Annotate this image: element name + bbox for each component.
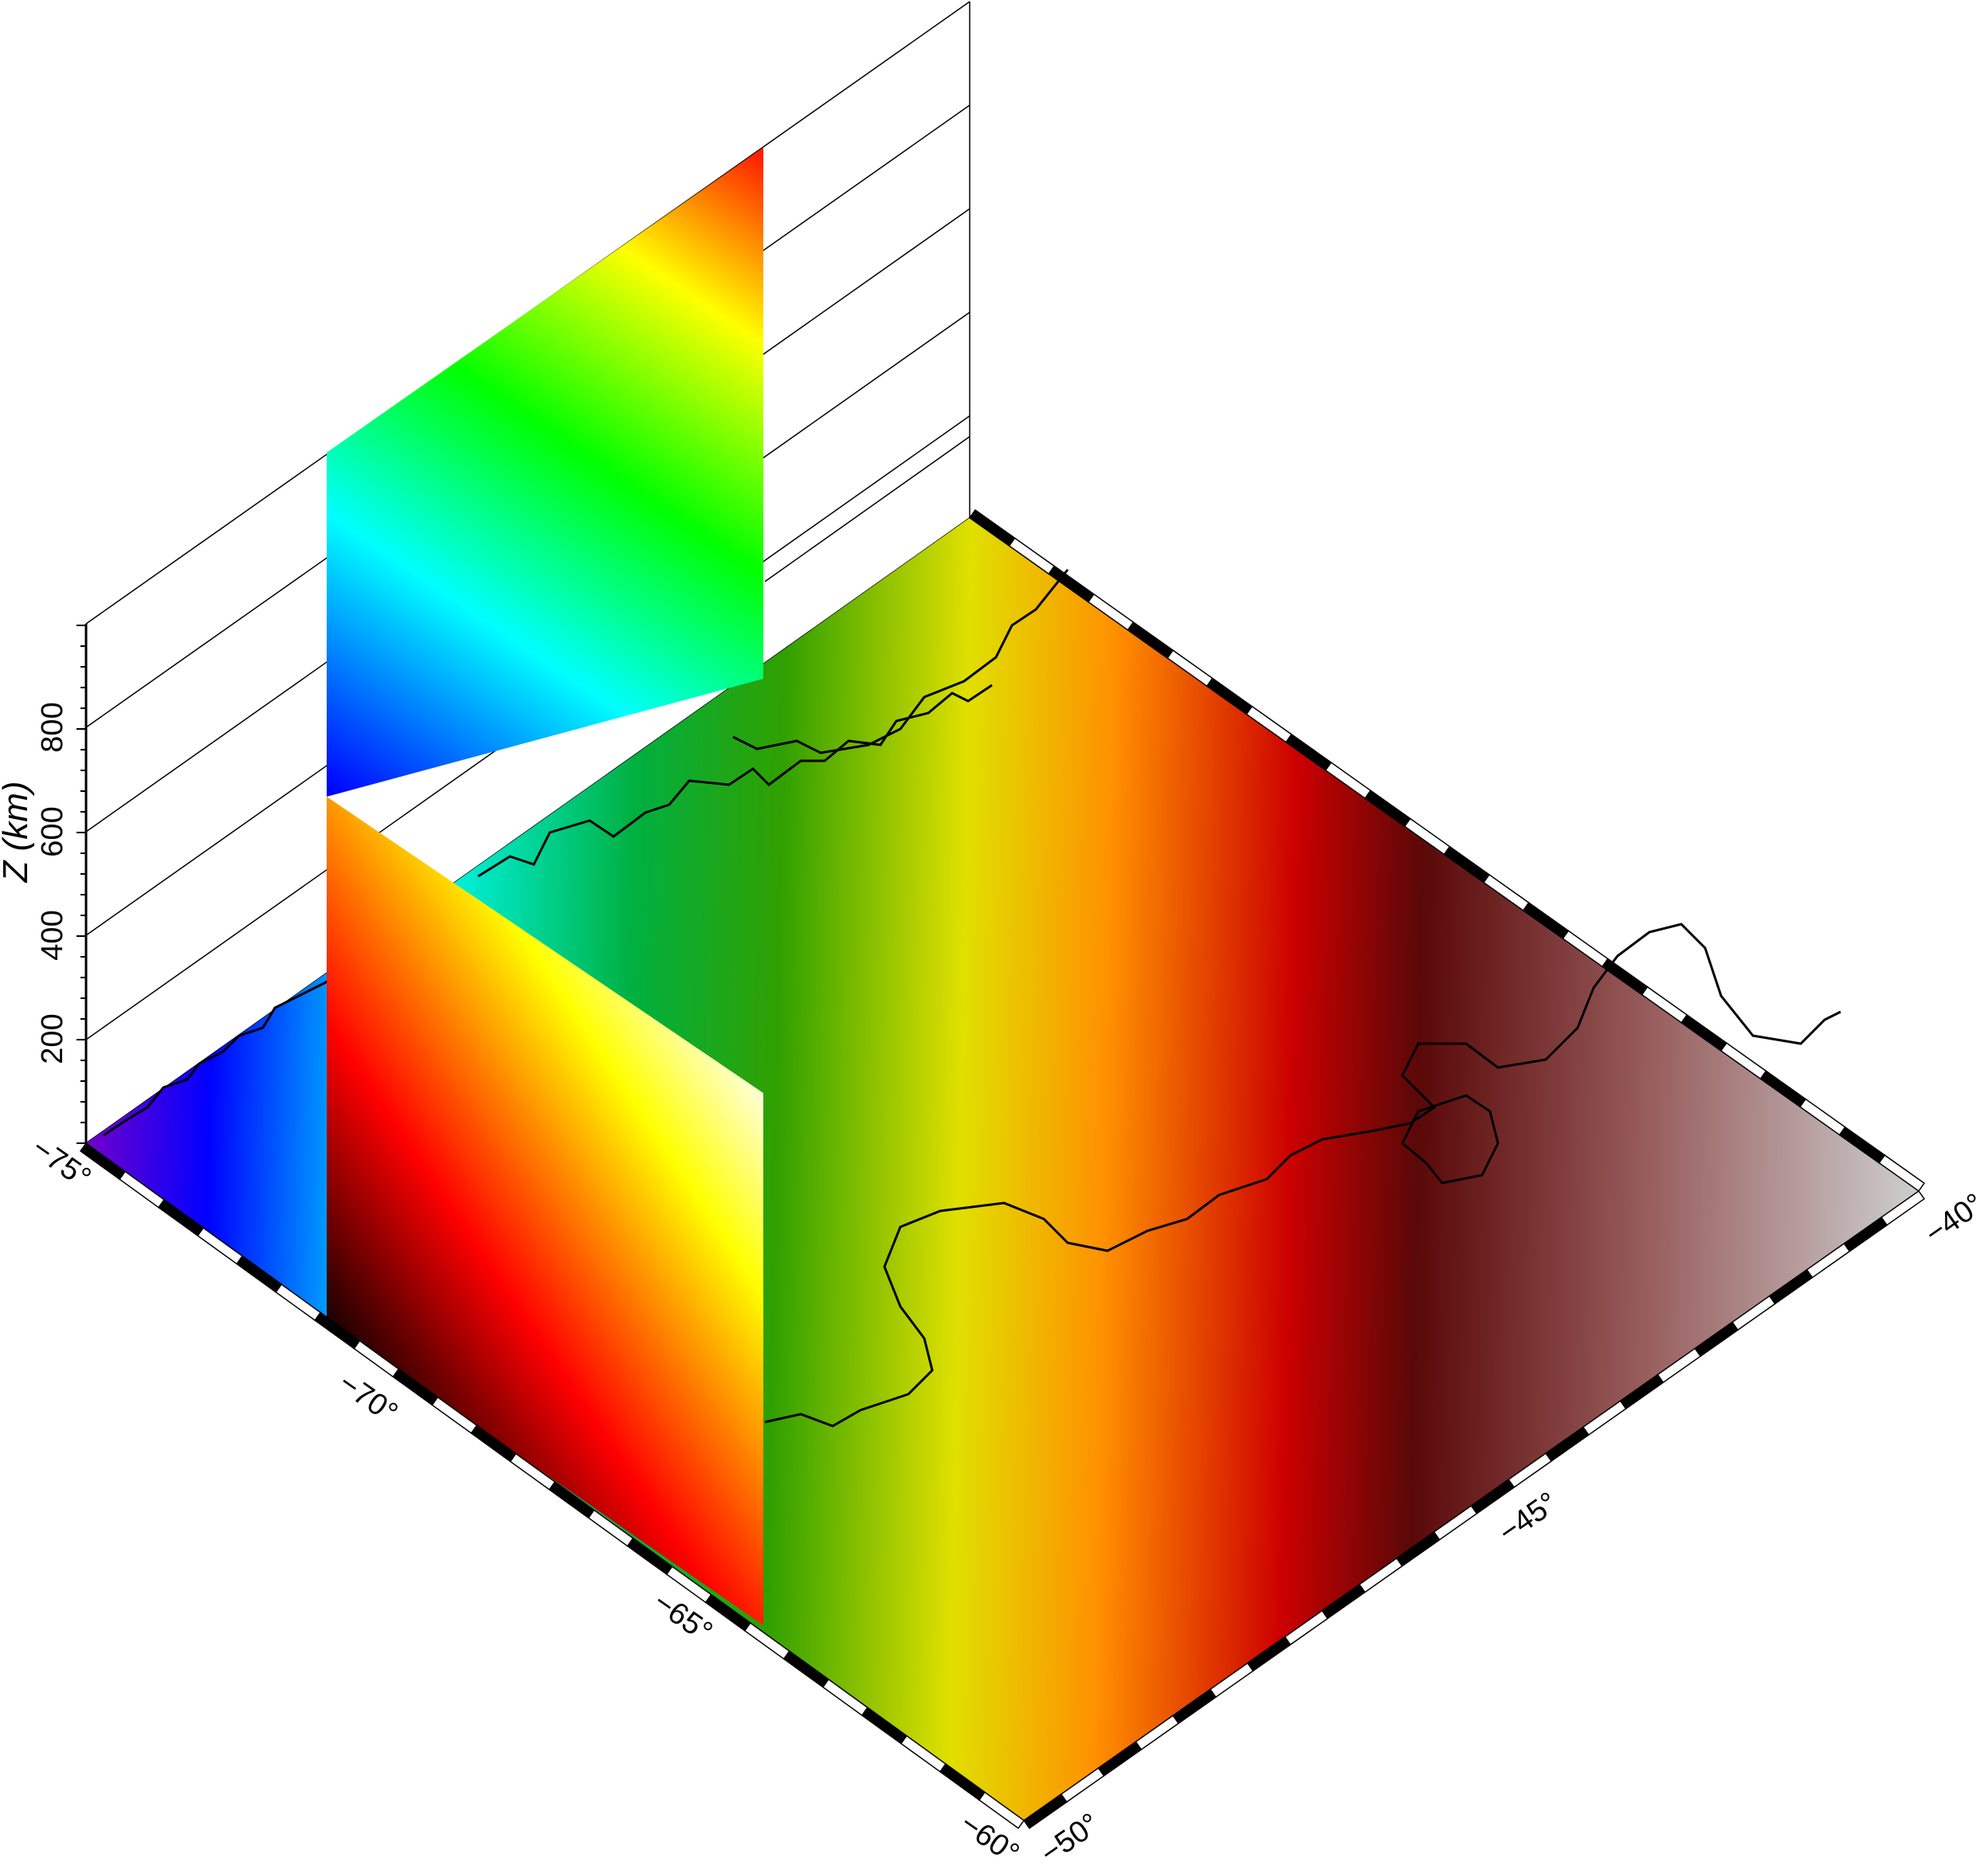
upper-vertical-slice: [327, 147, 763, 797]
map-frame: [79, 509, 1926, 1829]
z-axis: 200 400 600 800 Z (km): [0, 624, 88, 1144]
coastline-tierra-inner: [732, 569, 1069, 754]
frame-segment: [1878, 1154, 1926, 1193]
coastline-fjords: [477, 684, 993, 878]
frame-segment: [1880, 1189, 1926, 1226]
coastline-peninsula: [1401, 1094, 1500, 1185]
z-tick-label: 400: [36, 910, 69, 960]
z-axis-ticks: [76, 625, 86, 1144]
z-tick-label: 600: [36, 806, 69, 856]
grid-line: [764, 436, 970, 582]
z-tick-label: 800: [36, 702, 69, 752]
coastline-argentina: [764, 923, 1841, 1428]
lower-vertical-slice: [327, 797, 763, 1625]
y-tick-label: −40°: [1919, 1187, 1988, 1251]
z-tick-label: 200: [36, 1013, 69, 1064]
z-axis-title: Z (km): [0, 781, 35, 883]
frame-segment: [978, 1791, 1025, 1829]
